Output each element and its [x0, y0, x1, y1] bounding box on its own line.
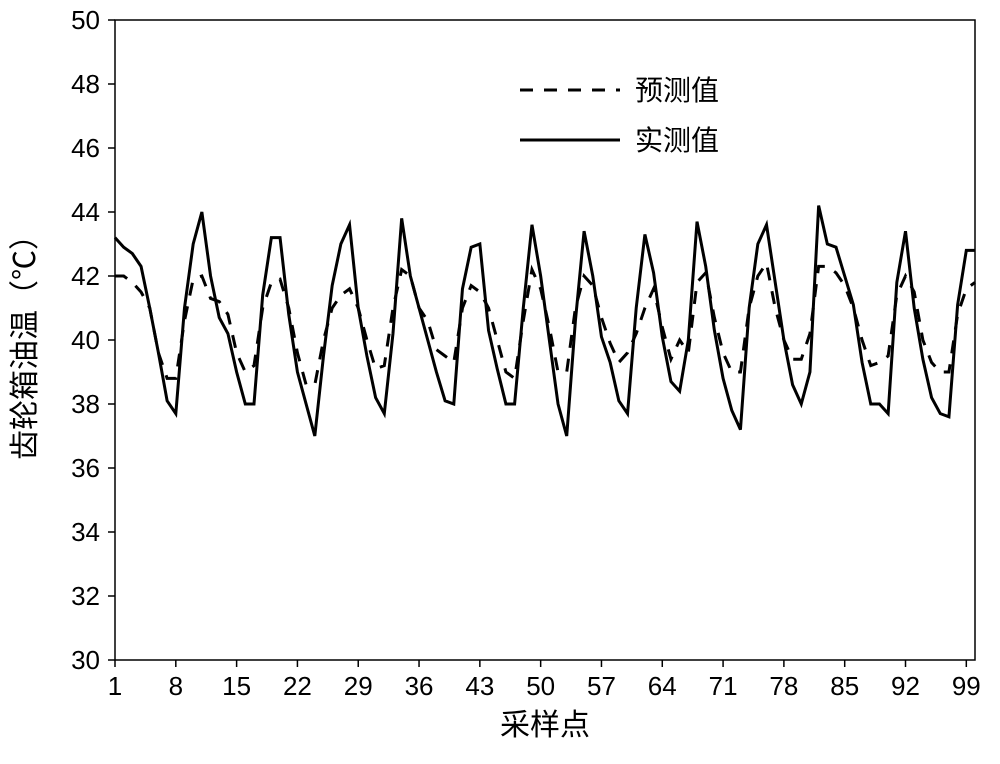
y-axis-title: 齿轮箱油温（℃） — [9, 220, 42, 460]
y-tick-label: 38 — [71, 389, 100, 419]
x-tick-label: 99 — [952, 671, 981, 701]
x-tick-label: 71 — [709, 671, 738, 701]
x-tick-label: 64 — [648, 671, 677, 701]
y-tick-label: 34 — [71, 517, 100, 547]
x-axis-title: 采样点 — [500, 709, 590, 742]
x-tick-label: 78 — [769, 671, 798, 701]
x-tick-label: 36 — [405, 671, 434, 701]
y-tick-label: 36 — [71, 453, 100, 483]
y-tick-label: 30 — [71, 645, 100, 675]
y-tick-label: 44 — [71, 197, 100, 227]
x-tick-label: 50 — [526, 671, 555, 701]
x-tick-label: 8 — [169, 671, 183, 701]
y-tick-label: 46 — [71, 133, 100, 163]
x-tick-label: 29 — [344, 671, 373, 701]
y-tick-label: 50 — [71, 5, 100, 35]
line-chart: 30 32 34 36 38 40 42 44 46 48 50 1 8 15 22 29 36 43 50 57 64… — [0, 0, 1000, 764]
y-tick-label: 42 — [71, 261, 100, 291]
chart-container: 30 32 34 36 38 40 42 44 46 48 50 1 8 15 22 29 36 43 50 57 64… — [0, 0, 1000, 764]
x-tick-label: 85 — [830, 671, 859, 701]
x-tick-label: 15 — [222, 671, 251, 701]
y-tick-label: 40 — [71, 325, 100, 355]
x-tick-label: 92 — [891, 671, 920, 701]
x-tick-label: 57 — [587, 671, 616, 701]
legend-label: 实测值 — [635, 125, 719, 156]
x-tick-label: 22 — [283, 671, 312, 701]
x-tick-label: 43 — [465, 671, 494, 701]
legend-label: 预测值 — [635, 75, 719, 106]
y-tick-label: 32 — [71, 581, 100, 611]
y-tick-label: 48 — [71, 69, 100, 99]
x-tick-label: 1 — [108, 671, 122, 701]
